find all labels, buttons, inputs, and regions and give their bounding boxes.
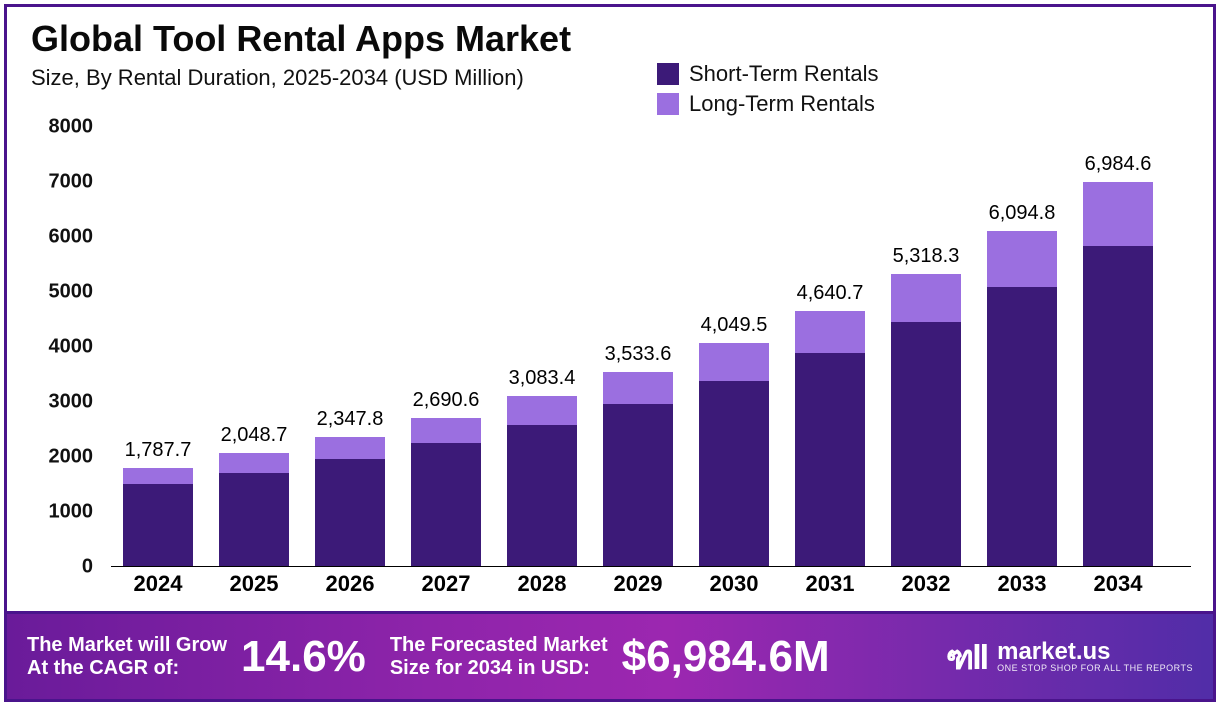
y-tick: 6000 xyxy=(31,226,93,249)
forecast-label: The Forecasted Market Size for 2034 in U… xyxy=(390,634,608,680)
brand: ฑll market.us ONE STOP SHOP FOR ALL THE … xyxy=(946,630,1193,684)
legend-label-long: Long-Term Rentals xyxy=(689,91,875,117)
chart-area: 010002000300040005000600070008000 1,787.… xyxy=(31,127,1191,597)
y-tick: 5000 xyxy=(31,281,93,304)
x-axis: 2024202520262027202820292030203120322033… xyxy=(111,567,1191,597)
bar-total-label: 4,640.7 xyxy=(770,282,890,305)
bar-total-label: 2,690.6 xyxy=(386,389,506,412)
legend-item-short-term: Short-Term Rentals xyxy=(657,61,879,87)
chart-subtitle: Size, By Rental Duration, 2025-2034 (USD… xyxy=(31,65,1213,91)
bar-total-label: 3,533.6 xyxy=(578,343,698,366)
legend-item-long-term: Long-Term Rentals xyxy=(657,91,879,117)
bar-segment-long-term xyxy=(411,418,481,443)
x-tick: 2028 xyxy=(497,571,587,597)
bar-segment-long-term xyxy=(987,231,1057,287)
bar-segment-short-term xyxy=(219,473,289,567)
forecast-value: $6,984.6M xyxy=(622,632,830,682)
y-axis: 010002000300040005000600070008000 xyxy=(31,127,101,567)
forecast-label-line2: Size for 2034 in USD: xyxy=(390,657,590,679)
bar-segment-long-term xyxy=(1083,182,1153,246)
forecast-block: The Forecasted Market Size for 2034 in U… xyxy=(390,632,854,682)
y-tick: 1000 xyxy=(31,501,93,524)
x-tick: 2031 xyxy=(785,571,875,597)
footer-banner: The Market will Grow At the CAGR of: 14.… xyxy=(7,611,1213,699)
bar-total-label: 3,083.4 xyxy=(482,367,602,390)
bar-segment-short-term xyxy=(795,353,865,566)
bar-segment-short-term xyxy=(603,404,673,566)
bar-total-label: 6,984.6 xyxy=(1058,153,1178,176)
x-tick: 2030 xyxy=(689,571,779,597)
legend-swatch-short xyxy=(657,63,679,85)
header: Global Tool Rental Apps Market Size, By … xyxy=(7,7,1213,95)
x-tick: 2029 xyxy=(593,571,683,597)
x-tick: 2032 xyxy=(881,571,971,597)
y-tick: 8000 xyxy=(31,116,93,139)
bar-segment-short-term xyxy=(891,322,961,566)
x-tick: 2034 xyxy=(1073,571,1163,597)
chart-title: Global Tool Rental Apps Market xyxy=(31,19,1213,59)
bar-segment-long-term xyxy=(219,453,289,472)
bar-segment-long-term xyxy=(123,468,193,484)
legend: Short-Term Rentals Long-Term Rentals xyxy=(657,61,879,121)
bar-segment-long-term xyxy=(795,311,865,353)
bar-segment-short-term xyxy=(987,287,1057,566)
x-tick: 2027 xyxy=(401,571,491,597)
legend-label-short: Short-Term Rentals xyxy=(689,61,879,87)
legend-swatch-long xyxy=(657,93,679,115)
bar-segment-long-term xyxy=(603,372,673,405)
bar-segment-short-term xyxy=(123,484,193,566)
brand-tagline: ONE STOP SHOP FOR ALL THE REPORTS xyxy=(997,664,1193,673)
y-tick: 4000 xyxy=(31,336,93,359)
y-tick: 0 xyxy=(31,556,93,579)
bar-total-label: 4,049.5 xyxy=(674,314,794,337)
x-tick: 2025 xyxy=(209,571,299,597)
bar-segment-short-term xyxy=(411,443,481,566)
cagr-label-line2: At the CAGR of: xyxy=(27,657,179,679)
plot-region: 1,787.72,048.72,347.82,690.63,083.43,533… xyxy=(111,127,1191,567)
brand-logo-icon: ฑll xyxy=(946,630,987,684)
x-tick: 2033 xyxy=(977,571,1067,597)
cagr-block: The Market will Grow At the CAGR of: 14.… xyxy=(27,632,390,682)
bar-segment-long-term xyxy=(891,274,961,323)
y-tick: 2000 xyxy=(31,446,93,469)
bar-segment-short-term xyxy=(315,459,385,566)
bar-total-label: 5,318.3 xyxy=(866,245,986,268)
brand-text: market.us ONE STOP SHOP FOR ALL THE REPO… xyxy=(997,640,1193,673)
y-tick: 7000 xyxy=(31,171,93,194)
bar-segment-short-term xyxy=(699,381,769,566)
bar-segment-long-term xyxy=(507,396,577,424)
bar-total-label: 6,094.8 xyxy=(962,202,1082,225)
cagr-label-line1: The Market will Grow xyxy=(27,634,227,656)
brand-name: market.us xyxy=(997,640,1193,664)
cagr-value: 14.6% xyxy=(241,632,366,682)
bar-segment-long-term xyxy=(315,437,385,459)
cagr-label: The Market will Grow At the CAGR of: xyxy=(27,634,227,680)
forecast-label-line1: The Forecasted Market xyxy=(390,634,608,656)
y-tick: 3000 xyxy=(31,391,93,414)
bar-segment-short-term xyxy=(507,425,577,566)
x-tick: 2024 xyxy=(113,571,203,597)
chart-frame: Global Tool Rental Apps Market Size, By … xyxy=(4,4,1216,702)
x-tick: 2026 xyxy=(305,571,395,597)
bar-segment-long-term xyxy=(699,343,769,380)
bar-segment-short-term xyxy=(1083,246,1153,566)
